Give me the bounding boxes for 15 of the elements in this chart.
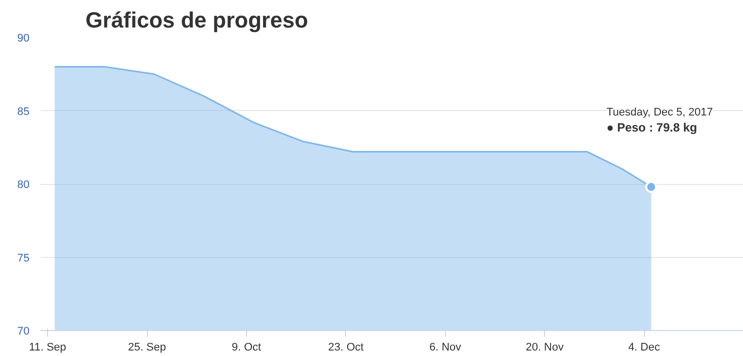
x-tick-label: 4. Dec <box>628 342 660 354</box>
annotation: ● Peso : 79.8 kg <box>606 120 698 134</box>
x-tick-label: 11. Sep <box>29 342 66 354</box>
x-tick-label: 25. Sep <box>128 342 166 354</box>
y-tick-label: 90 <box>17 32 30 44</box>
y-tick-label: 85 <box>17 106 30 118</box>
x-tick-label: 9. Oct <box>232 342 262 354</box>
y-tick-label: 80 <box>17 179 30 191</box>
y-tick-label: 70 <box>17 326 30 338</box>
y-tick-label: 75 <box>17 252 30 264</box>
x-tick-label: 20. Nov <box>526 342 564 354</box>
x-tick-label: 23. Oct <box>328 342 364 354</box>
annotation: Tuesday, Dec 5, 2017 <box>606 106 713 118</box>
x-tick-label: 6. Nov <box>429 342 462 354</box>
chart-title: Gráficos de progreso <box>86 8 308 32</box>
